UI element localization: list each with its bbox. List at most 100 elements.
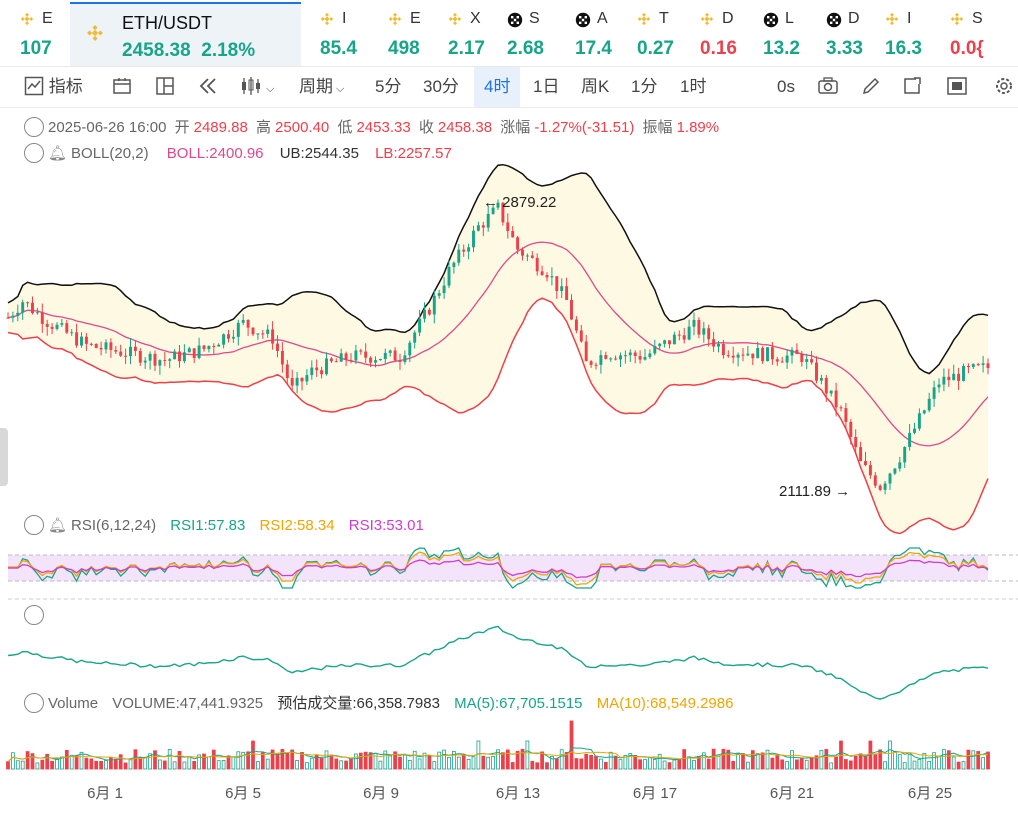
candle-body — [60, 323, 64, 325]
bell-icon[interactable]: 🔔︎ — [48, 517, 68, 534]
pen-icon[interactable] — [861, 67, 881, 107]
side-panel-handle[interactable] — [0, 428, 8, 486]
candle-body — [65, 323, 69, 333]
ticker-item[interactable]: D 3.33 — [826, 0, 886, 66]
collapse-icon[interactable] — [24, 693, 44, 714]
volume-bar — [819, 749, 824, 770]
candle-body — [271, 329, 275, 344]
volume-bar — [256, 761, 260, 770]
candle-body — [707, 328, 711, 340]
candle-body — [878, 485, 882, 490]
interval-1h[interactable]: 1时 — [680, 77, 707, 96]
ticker-name: T — [659, 10, 669, 27]
candle-body — [114, 350, 118, 352]
volume-bar — [942, 749, 946, 770]
x-axis-label: 6月 13 — [496, 785, 540, 802]
candle-body — [227, 334, 230, 339]
binance-icon — [388, 12, 402, 26]
interval-1w[interactable]: 周K — [581, 77, 610, 96]
volume-bar — [246, 751, 250, 770]
ticker-item[interactable]: E 498 — [388, 0, 448, 66]
collapse-icon[interactable] — [24, 143, 44, 164]
active-ticker-eth-usdt[interactable]: ETH/USDT 2458.38 2.18% — [70, 2, 301, 66]
volume-legend: Volume VOLUME:47,441.9325 预估成交量:66,358.7… — [24, 692, 737, 714]
candle-body — [619, 355, 622, 360]
period-dropdown[interactable]: 周期 ⌵ — [299, 67, 344, 107]
candle-body — [829, 390, 833, 394]
ticker-item[interactable]: I 16.3 — [885, 0, 945, 66]
fullscreen-icon[interactable] — [902, 67, 922, 107]
ticker-item[interactable]: S 2.68 — [507, 0, 567, 66]
volume-bar — [540, 751, 544, 770]
volume-bar — [638, 759, 642, 770]
candle-body — [893, 468, 897, 474]
layout-icon[interactable] — [155, 67, 175, 107]
candle-body — [770, 347, 774, 360]
candle-body — [423, 309, 426, 319]
settings-panel-icon[interactable] — [946, 67, 968, 107]
candle-body — [315, 367, 319, 371]
candlestick-icon — [242, 77, 260, 95]
volume-bar — [746, 761, 750, 770]
volume-bar — [652, 759, 657, 770]
boll-legend: 🔔︎ BOLL(20,2) BOLL:2400.96 UB:2544.35 LB:… — [24, 143, 456, 164]
candle-body — [981, 363, 985, 365]
volume-bar — [216, 760, 221, 770]
boll-lower-line — [7, 297, 989, 535]
indicator-button[interactable]: 指标 — [24, 67, 83, 107]
interval-5m[interactable]: 5分 — [375, 77, 402, 96]
interval-30m[interactable]: 30分 — [423, 77, 459, 96]
volume-bar — [403, 754, 407, 770]
candle-body — [290, 378, 294, 386]
rsi-name: RSI(6,12,24) — [71, 517, 157, 534]
volume-bar — [932, 752, 936, 770]
candle-body — [472, 230, 475, 248]
candle-body — [570, 299, 573, 320]
candle-body — [775, 359, 779, 362]
ticker-item[interactable]: X 2.17 — [448, 0, 508, 66]
candle-body — [697, 319, 701, 335]
chart-type-dropdown[interactable]: ⌵ — [240, 67, 274, 107]
volume-bar — [657, 753, 662, 770]
interval-4h[interactable]: 4时 — [474, 67, 521, 107]
candle-body — [643, 357, 647, 360]
collapse-icon[interactable] — [24, 515, 44, 536]
volume-bar — [584, 753, 589, 770]
template-icon[interactable] — [112, 67, 132, 107]
ticker-item[interactable]: D 0.16 — [700, 0, 760, 66]
volume-bar — [236, 751, 241, 770]
candle-body — [163, 360, 167, 362]
candle-body — [849, 421, 853, 437]
candle-body — [599, 355, 603, 365]
ticker-item[interactable]: I 85.4 — [320, 0, 380, 66]
candle-body — [187, 348, 191, 353]
interval-1m[interactable]: 1分 — [631, 77, 658, 96]
volume-bar — [207, 756, 211, 770]
candle-body — [305, 375, 309, 382]
collapse-icon[interactable] — [24, 117, 44, 138]
candle-body — [506, 222, 510, 232]
volume-bar — [868, 740, 873, 770]
close-value: 2458.38 — [437, 119, 493, 136]
ticker-item[interactable]: T 0.27 — [637, 0, 697, 66]
bell-icon[interactable]: 🔔︎ — [48, 145, 68, 162]
ticker-item[interactable]: L 13.2 — [763, 0, 823, 66]
expand-icon[interactable] — [24, 605, 44, 625]
candle-body — [854, 436, 858, 448]
ticker-item[interactable]: S 0.0{ — [950, 0, 1010, 66]
camera-icon[interactable] — [817, 67, 839, 107]
ticker-item[interactable]: A 17.4 — [575, 0, 635, 66]
interval-1d[interactable]: 1日 — [533, 77, 560, 96]
candle-body — [124, 355, 128, 357]
candle-body — [780, 361, 784, 363]
volume-bar — [167, 748, 172, 770]
replay-icon[interactable] — [198, 67, 218, 107]
indicator-collapsed-toggle[interactable] — [24, 605, 48, 626]
gear-icon[interactable] — [994, 67, 1014, 107]
ticker-price: 2.17 — [448, 38, 485, 59]
candle-body — [565, 286, 569, 300]
volume-bar — [677, 758, 682, 770]
volume-bar — [334, 758, 339, 770]
volume-bar — [393, 751, 397, 770]
ticker-item[interactable]: E 107 — [20, 0, 80, 66]
